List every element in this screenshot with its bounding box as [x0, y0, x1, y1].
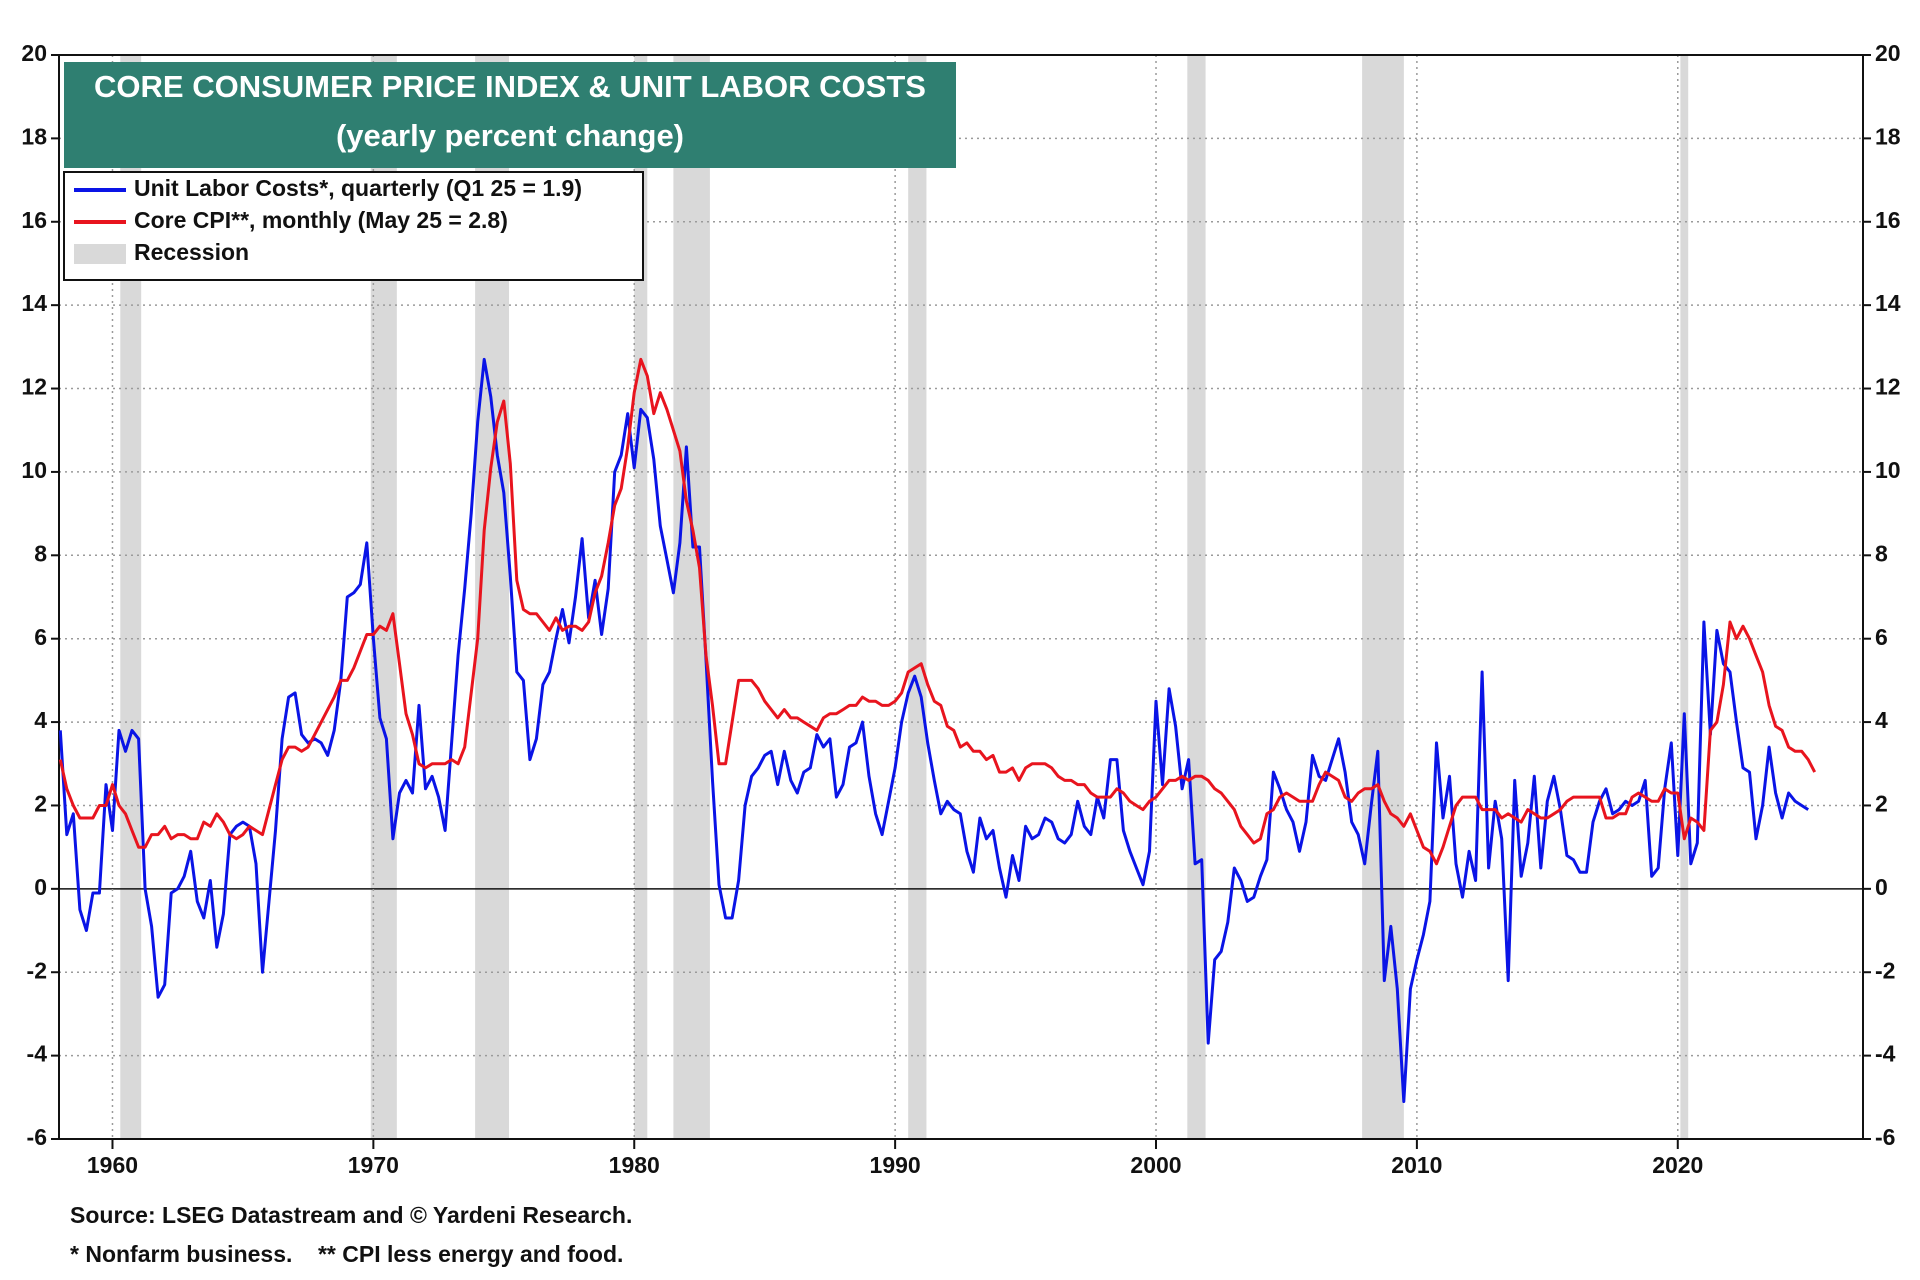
y-tick-label: -2: [27, 957, 47, 983]
y-tick-label: 16: [21, 207, 47, 233]
y-tick-label: -4: [27, 1041, 48, 1067]
y-tick-label: 2: [34, 791, 47, 817]
y2-tick-label: 18: [1875, 123, 1901, 149]
legend-box: [63, 171, 644, 281]
legend-label: Unit Labor Costs*, quarterly (Q1 25 = 1.…: [134, 175, 582, 201]
series-line: [58, 357, 1810, 1103]
footnote: Source: LSEG Datastream and © Yardeni Re…: [70, 1202, 632, 1228]
x-tick-label: 2020: [1652, 1152, 1703, 1178]
y2-tick-label: -6: [1875, 1124, 1895, 1150]
chart-subtitle: (yearly percent change): [336, 118, 684, 153]
recession-band: [634, 55, 648, 1139]
y-tick-label: -6: [27, 1124, 47, 1150]
y2-tick-label: 4: [1875, 707, 1888, 733]
x-tick-label: 2000: [1130, 1152, 1181, 1178]
y2-tick-label: 10: [1875, 457, 1901, 483]
recession-band: [1187, 55, 1206, 1139]
y2-tick-label: -2: [1875, 957, 1895, 983]
x-tick-label: 1970: [348, 1152, 399, 1178]
recession-band: [673, 55, 710, 1139]
y2-tick-label: 14: [1875, 290, 1901, 316]
y-tick-label: 8: [34, 540, 47, 566]
y2-tick-label: 0: [1875, 874, 1888, 900]
plot-frame: [58, 54, 1864, 1140]
footnote: * Nonfarm business. ** CPI less energy a…: [70, 1241, 623, 1267]
y-tick-label: 12: [21, 374, 47, 400]
legend-swatch: [74, 244, 126, 264]
title-box: [64, 62, 956, 168]
y-tick-label: 0: [34, 874, 47, 900]
x-tick-label: 1980: [609, 1152, 660, 1178]
y-tick-label: 20: [21, 40, 47, 66]
y2-tick-label: 12: [1875, 374, 1901, 400]
recession-band: [1680, 55, 1689, 1139]
y-tick-label: 18: [21, 123, 47, 149]
y2-tick-label: 8: [1875, 540, 1888, 566]
y2-tick-label: 6: [1875, 624, 1888, 650]
y2-tick-label: 20: [1875, 40, 1901, 66]
y-tick-label: 14: [21, 290, 47, 316]
x-tick-label: 1960: [87, 1152, 138, 1178]
chart-title: CORE CONSUMER PRICE INDEX & UNIT LABOR C…: [94, 69, 926, 104]
y2-tick-label: -4: [1875, 1041, 1896, 1067]
y-tick-label: 10: [21, 457, 47, 483]
legend-label: Recession: [134, 239, 249, 265]
y-tick-label: 4: [34, 707, 47, 733]
recession-band: [120, 55, 142, 1139]
legend-label: Core CPI**, monthly (May 25 = 2.8): [134, 207, 508, 233]
y2-tick-label: 2: [1875, 791, 1888, 817]
y2-tick-label: 16: [1875, 207, 1901, 233]
x-tick-label: 2010: [1391, 1152, 1442, 1178]
y-tick-label: 6: [34, 624, 47, 650]
x-tick-label: 1990: [870, 1152, 921, 1178]
series-line: [58, 357, 1817, 866]
recession-band: [908, 55, 927, 1139]
